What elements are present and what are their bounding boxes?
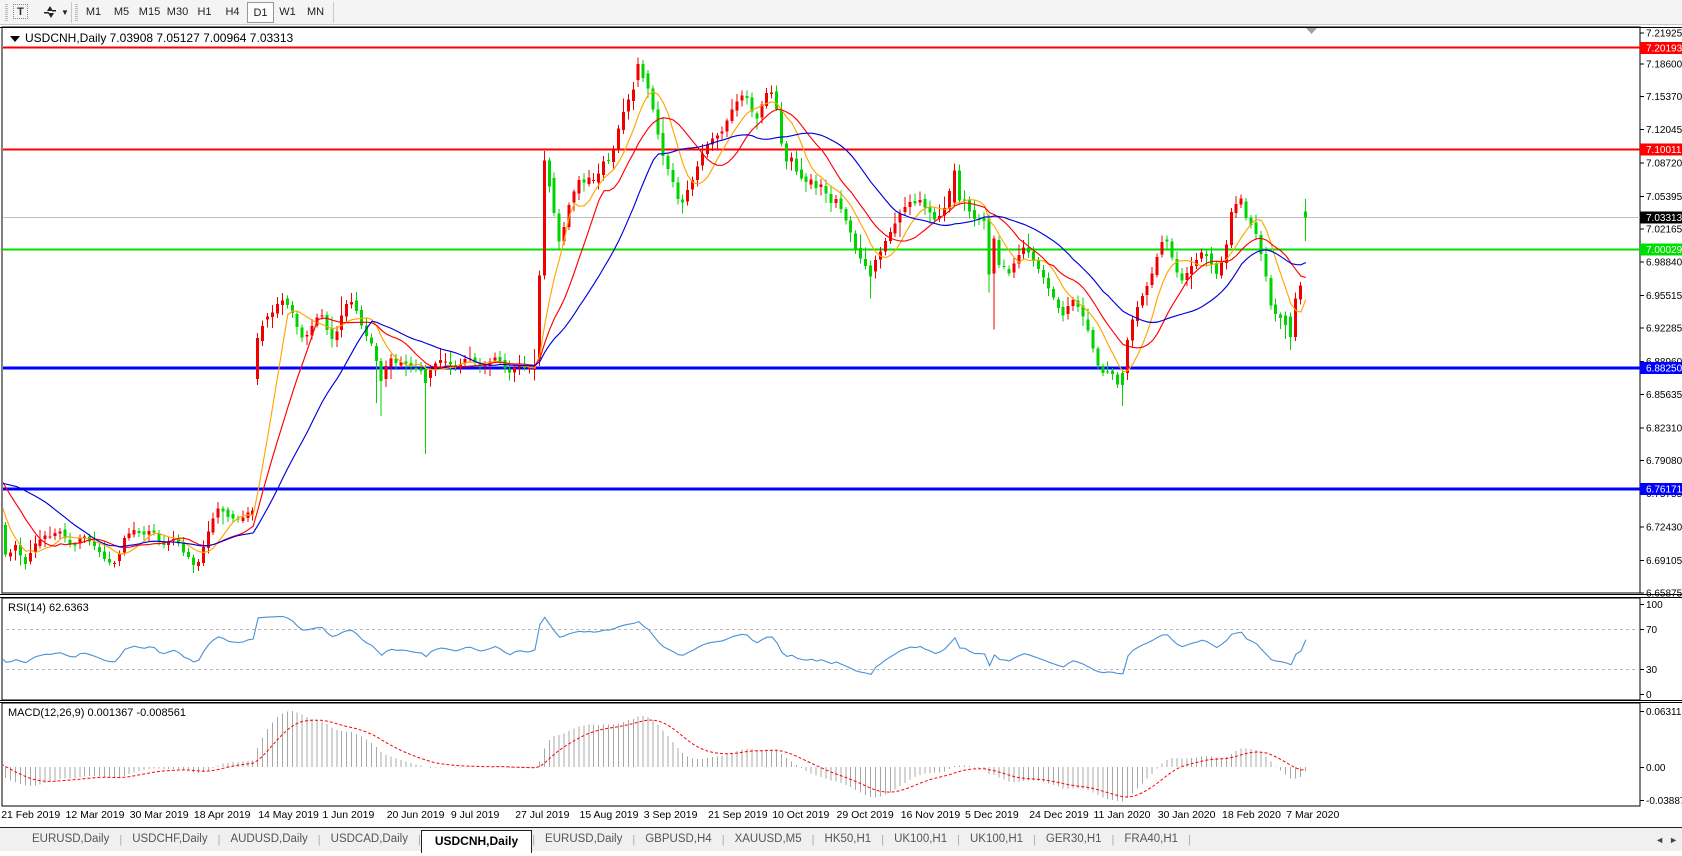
svg-text:0.063113: 0.063113	[1646, 707, 1682, 718]
svg-text:100: 100	[1646, 600, 1663, 611]
svg-text:6.95515: 6.95515	[1646, 291, 1682, 302]
svg-text:21 Sep 2019: 21 Sep 2019	[708, 809, 768, 821]
svg-text:14 May 2019: 14 May 2019	[258, 809, 319, 821]
svg-text:USDCNH,Daily 7.03908 7.05127: USDCNH,Daily 7.03908 7.05127 7.00964 7.0…	[25, 31, 294, 45]
svg-text:29 Oct 2019: 29 Oct 2019	[837, 809, 894, 821]
svg-text:7.08720: 7.08720	[1646, 159, 1682, 170]
svg-text:6.88250: 6.88250	[1646, 364, 1682, 375]
svg-text:6.98840: 6.98840	[1646, 258, 1682, 269]
svg-text:70: 70	[1646, 625, 1658, 636]
svg-text:MACD(12,26,9) 0.001367 -0.0085: MACD(12,26,9) 0.001367 -0.008561	[8, 707, 186, 719]
svg-text:6.85635: 6.85635	[1646, 390, 1682, 401]
svg-text:7.21925: 7.21925	[1646, 29, 1682, 40]
svg-text:10 Oct 2019: 10 Oct 2019	[772, 809, 829, 821]
svg-text:27 Jul 2019: 27 Jul 2019	[515, 809, 569, 821]
svg-text:7.12045: 7.12045	[1646, 125, 1682, 136]
svg-text:16 Nov 2019: 16 Nov 2019	[901, 809, 961, 821]
svg-text:6.82310: 6.82310	[1646, 424, 1682, 435]
svg-text:0: 0	[1646, 690, 1652, 701]
svg-text:6.76171: 6.76171	[1646, 485, 1682, 496]
svg-text:7.15370: 7.15370	[1646, 92, 1682, 103]
svg-text:20 Jun 2019: 20 Jun 2019	[387, 809, 445, 821]
svg-text:7.10011: 7.10011	[1646, 145, 1682, 156]
svg-text:7.18600: 7.18600	[1646, 60, 1682, 71]
svg-text:7.20193: 7.20193	[1646, 44, 1682, 55]
svg-text:18 Apr 2019: 18 Apr 2019	[194, 809, 251, 821]
svg-text:7.02165: 7.02165	[1646, 224, 1682, 235]
svg-text:1 Jun 2019: 1 Jun 2019	[322, 809, 374, 821]
svg-text:21 Feb 2019: 21 Feb 2019	[1, 809, 60, 821]
svg-text:12 Mar 2019: 12 Mar 2019	[66, 809, 125, 821]
svg-text:18 Feb 2020: 18 Feb 2020	[1222, 809, 1281, 821]
svg-text:11 Jan 2020: 11 Jan 2020	[1094, 809, 1151, 821]
svg-text:7.05395: 7.05395	[1646, 192, 1682, 203]
svg-text:7.00029: 7.00029	[1646, 245, 1682, 256]
svg-text:24 Dec 2019: 24 Dec 2019	[1029, 809, 1089, 821]
svg-text:-0.038872: -0.038872	[1646, 796, 1682, 807]
svg-text:30: 30	[1646, 665, 1658, 676]
svg-text:7.03313: 7.03313	[1646, 213, 1682, 224]
svg-text:6.69105: 6.69105	[1646, 556, 1682, 567]
svg-text:5 Dec 2019: 5 Dec 2019	[965, 809, 1019, 821]
svg-text:6.65875: 6.65875	[1646, 588, 1682, 599]
svg-text:7 Mar 2020: 7 Mar 2020	[1286, 809, 1339, 821]
svg-text:15 Aug 2019: 15 Aug 2019	[580, 809, 639, 821]
svg-text:30 Jan 2020: 30 Jan 2020	[1158, 809, 1216, 821]
svg-text:6.79080: 6.79080	[1646, 456, 1682, 467]
svg-text:RSI(14) 62.6363: RSI(14) 62.6363	[8, 602, 89, 614]
svg-text:9 Jul 2019: 9 Jul 2019	[451, 809, 500, 821]
svg-text:0.00: 0.00	[1646, 763, 1666, 774]
svg-text:6.72430: 6.72430	[1646, 523, 1682, 534]
svg-text:6.92285: 6.92285	[1646, 323, 1682, 334]
svg-text:3 Sep 2019: 3 Sep 2019	[644, 809, 698, 821]
svg-text:30 Mar 2019: 30 Mar 2019	[130, 809, 189, 821]
